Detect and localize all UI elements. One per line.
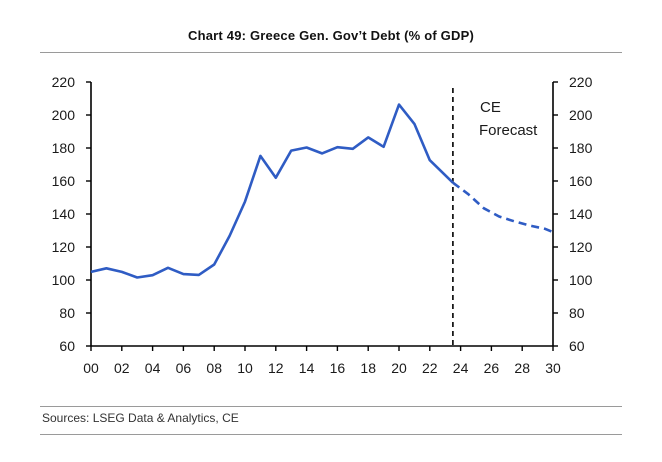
x-tick-label: 00 — [83, 360, 99, 376]
forecast-annotation-line: Forecast — [479, 122, 538, 139]
left-y-tick-label: 180 — [52, 140, 76, 156]
x-tick-label: 18 — [360, 360, 376, 376]
x-tick-label: 30 — [545, 360, 561, 376]
x-tick-label: 08 — [206, 360, 222, 376]
x-tick-label: 26 — [484, 360, 500, 376]
right-y-tick-label: 160 — [569, 173, 593, 189]
right-y-tick-label: 100 — [569, 272, 593, 288]
source-note: Sources: LSEG Data & Analytics, CE — [42, 411, 239, 425]
right-y-tick-label: 220 — [569, 74, 593, 90]
x-tick-label: 12 — [268, 360, 284, 376]
title-divider — [40, 52, 622, 53]
axes — [86, 81, 558, 351]
left-y-tick-label: 60 — [59, 338, 75, 354]
x-tick-label: 14 — [299, 360, 315, 376]
left-y-tick-label: 220 — [52, 74, 76, 90]
x-tick-label: 02 — [114, 360, 130, 376]
left-y-tick-label: 200 — [52, 107, 76, 123]
x-tick-label: 16 — [330, 360, 346, 376]
left-y-tick-label: 160 — [52, 173, 76, 189]
actual-debt-line — [90, 103, 454, 279]
forecast-annotation-line: CE — [480, 99, 501, 116]
forecast-annotation: CE Forecast — [479, 99, 538, 139]
source-divider-bottom — [40, 434, 622, 435]
chart-title: Chart 49: Greece Gen. Gov’t Debt (% of G… — [188, 28, 474, 43]
x-tick-label: 22 — [422, 360, 438, 376]
left-y-tick-label: 80 — [59, 305, 75, 321]
right-y-tick-label: 60 — [569, 338, 585, 354]
x-tick-label: 24 — [453, 360, 469, 376]
right-y-tick-label: 80 — [569, 305, 585, 321]
left-y-tick-label: 100 — [52, 272, 76, 288]
series-lines — [90, 103, 554, 279]
right-y-tick-label: 200 — [569, 107, 593, 123]
right-y-tick-label: 120 — [569, 239, 593, 255]
x-tick-label: 28 — [514, 360, 530, 376]
forecast-line — [452, 181, 554, 234]
x-tick-label: 06 — [176, 360, 192, 376]
left-y-tick-label: 120 — [52, 239, 76, 255]
x-tick-label: 04 — [145, 360, 161, 376]
x-tick-label: 20 — [391, 360, 407, 376]
left-y-tick-label: 140 — [52, 206, 76, 222]
right-y-tick-label: 140 — [569, 206, 593, 222]
x-tick-label: 10 — [237, 360, 253, 376]
right-y-tick-label: 180 — [569, 140, 593, 156]
source-divider-top — [40, 406, 622, 407]
